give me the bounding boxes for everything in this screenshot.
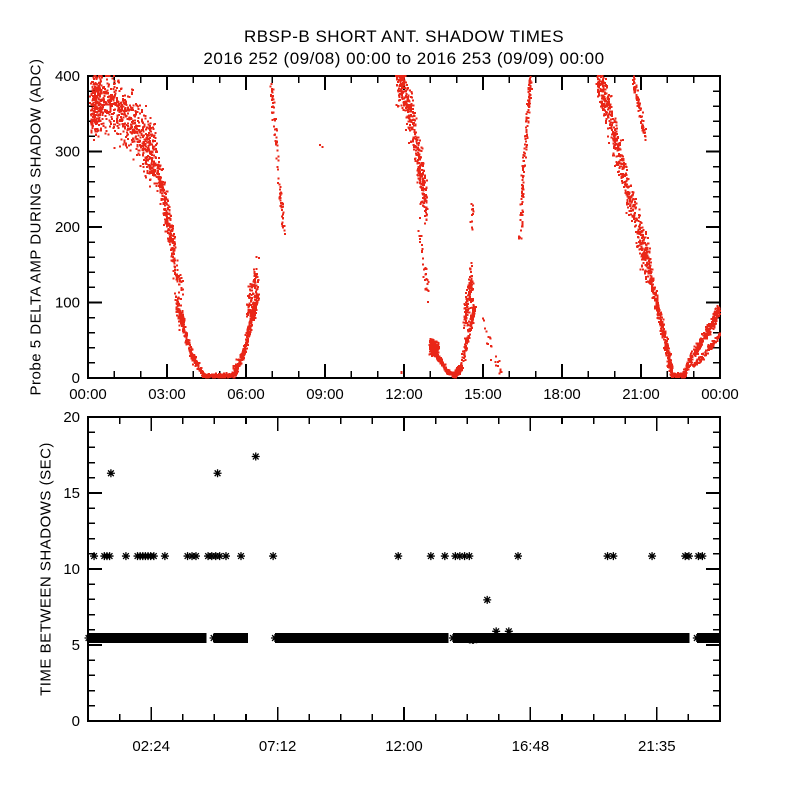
- x-tick-label: 02:24: [132, 738, 170, 755]
- scatter-points: [84, 452, 720, 644]
- tick-labels: 00:00 03:00 06:00 09:00 12:00 15:00 18:00 21:00…: [55, 68, 739, 403]
- x-tick-label: 12:00: [385, 738, 423, 755]
- y-tick-label: 15: [63, 485, 80, 502]
- axes: [87, 416, 721, 722]
- y-tick-label: 0: [72, 713, 80, 730]
- x-tick-label: 21:00: [622, 386, 660, 403]
- y-tick-label: 5: [72, 637, 80, 654]
- x-tick-label: 06:00: [227, 386, 265, 403]
- y-tick-label: 300: [55, 144, 80, 161]
- x-tick-label: 15:00: [464, 386, 502, 403]
- y-tick-label: 200: [55, 219, 80, 236]
- scatter-points: [89, 75, 721, 379]
- chart-title: RBSP-B SHORT ANT. SHADOW TIMES: [243, 27, 565, 46]
- x-tick-label: 12:00: [385, 386, 423, 403]
- bottom-scatter-panel: 02:24 07:12 12:00 16:48 21:35 0 5 10 15 20: [63, 410, 721, 755]
- tick-labels: 02:24 07:12 12:00 16:48 21:35 0 5 10 15 20: [63, 410, 675, 755]
- x-tick-label: 18:00: [543, 386, 581, 403]
- x-tick-label: 00:00: [701, 386, 739, 403]
- y-tick-label: 20: [63, 410, 80, 426]
- chart-subtitle: 2016 252 (09/08) 00:00 to 2016 253 (09/0…: [203, 49, 605, 68]
- plot-frame: [87, 416, 721, 722]
- y-tick-label: 0: [72, 370, 80, 387]
- x-tick-label: 21:35: [638, 738, 676, 755]
- x-tick-label: 07:12: [259, 738, 297, 755]
- top-scatter-panel: 00:00 03:00 06:00 09:00 12:00 15:00 18:00 21:00…: [55, 68, 739, 403]
- x-tick-label: 09:00: [306, 386, 344, 403]
- x-tick-label: 16:48: [512, 738, 550, 755]
- y-tick-label: 10: [63, 561, 80, 578]
- x-tick-label: 00:00: [69, 386, 107, 403]
- x-tick-label: 03:00: [148, 386, 186, 403]
- y-tick-label: 400: [55, 68, 80, 85]
- y-tick-label: 100: [55, 295, 80, 312]
